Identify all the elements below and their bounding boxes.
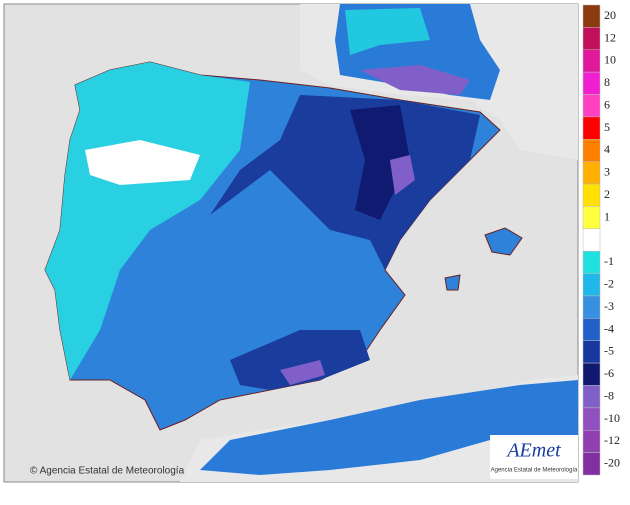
legend-label: 3 [604, 165, 610, 179]
legend-swatch [582, 228, 601, 252]
legend-swatch [582, 295, 601, 319]
legend-swatch [582, 273, 601, 297]
legend-swatch [582, 362, 601, 386]
legend-swatch [582, 161, 601, 185]
legend-label: -1 [604, 254, 614, 268]
balearic-islands [484, 227, 523, 256]
legend-label: -6 [604, 366, 614, 380]
legend-label: -5 [604, 344, 614, 358]
precip-east-dark [350, 105, 410, 220]
legend-swatch [582, 116, 601, 140]
legend-label: 5 [604, 120, 610, 134]
legend-label: -20 [604, 456, 620, 470]
legend-label: 8 [604, 75, 610, 89]
precip-southeast [230, 330, 370, 390]
logo-subtitle: Agencia Estatal de Meteorología [491, 468, 578, 474]
legend-label: 1 [604, 209, 610, 223]
precip-south [200, 380, 578, 475]
legend-swatch [582, 250, 601, 274]
legend-label: 10 [604, 53, 616, 67]
legend-label: 20 [604, 8, 616, 22]
legend-swatch [582, 4, 601, 28]
legend-swatch [582, 139, 601, 162]
precip-east [210, 95, 480, 270]
legend-swatch [582, 71, 601, 95]
precip-south-purple [280, 360, 325, 385]
legend-label: 6 [604, 97, 610, 111]
logo-box [490, 435, 578, 479]
legend-label: -12 [604, 433, 620, 447]
legend-label: 2 [604, 187, 610, 201]
legend: 20 12 10 8 6 5 4 3 2 1 -1 -2 -3 -4 -5 -6 -8 -10 -12 -20 [582, 4, 620, 476]
legend-swatch [582, 206, 601, 230]
legend-swatch [582, 452, 601, 476]
legend-swatch [582, 94, 601, 118]
balearic-islands [444, 274, 461, 291]
legend-label: -8 [604, 388, 614, 402]
legend-swatch [582, 429, 601, 453]
precip-north-purple [360, 65, 470, 95]
copyright: © Agencia Estatal de Meteorología [30, 466, 185, 477]
legend-swatch [582, 183, 601, 207]
legend-swatch [582, 27, 601, 51]
legend-swatch [582, 318, 601, 341]
precip-west [45, 62, 250, 380]
precip-purple [390, 155, 415, 195]
legend-label: -2 [604, 277, 614, 291]
legend-swatch [582, 49, 601, 73]
legend-swatch [582, 385, 601, 409]
legend-label: 12 [604, 30, 616, 44]
legend-label: -3 [604, 299, 614, 313]
legend-swatch [582, 340, 601, 364]
precip-north-light [345, 8, 430, 55]
legend-label: -4 [604, 321, 614, 335]
logo-name: AEmet [505, 440, 561, 462]
legend-label: -10 [604, 411, 620, 425]
legend-swatch [582, 407, 601, 431]
precip-white [85, 140, 200, 185]
legend-label: 4 [604, 142, 610, 156]
map [44, 4, 578, 482]
